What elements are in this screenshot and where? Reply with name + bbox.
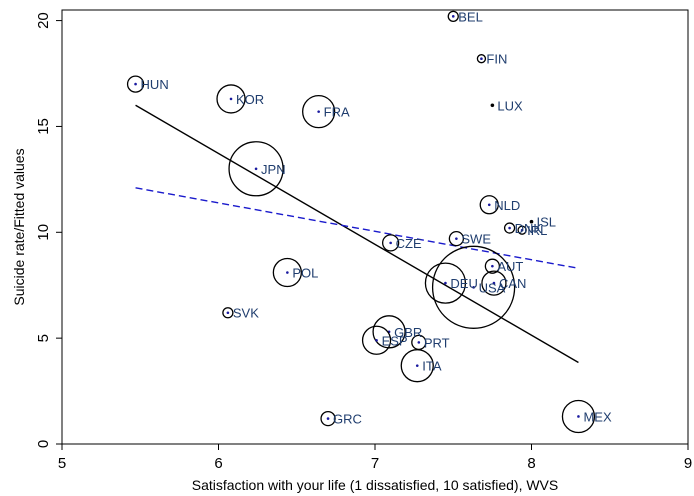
bubble-fra [302,94,336,129]
point-irl [520,228,524,232]
label-dnk: DNK [515,221,543,236]
bubble-nld [479,195,499,215]
point-deu [444,281,447,285]
bubble-bel [447,10,459,23]
bubble-aut [484,258,501,274]
bubble-kor [216,84,246,114]
label-deu: DEU [450,276,477,291]
bubble-mex [561,399,596,434]
bubble-svk [222,307,234,319]
label-mex: MEX [583,409,612,424]
point-grc [326,417,330,420]
label-isl: ISL [537,215,557,230]
label-bel: BEL [458,9,483,24]
x-tick-label: 7 [371,455,379,472]
bubble-grc [320,410,336,427]
y-tick-label: 15 [35,118,52,135]
label-grc: GRC [333,412,362,427]
label-ita: ITA [422,359,442,374]
label-prt: PRT [424,335,450,350]
label-cze: CZE [396,236,422,251]
bubble-cze [381,234,400,252]
point-ita [415,364,419,367]
bubble-jpn [228,141,284,197]
fit-lines [135,104,579,364]
x-tick-label: 6 [214,455,222,472]
unweighted-fit-line [135,187,579,269]
label-irl: IRL [527,223,547,238]
label-fra: FRA [324,105,350,120]
x-tick-label: 9 [684,455,692,472]
y-tick-label: 20 [35,12,52,29]
bubbles [126,10,596,434]
point-hun [134,82,137,86]
point-prt [417,341,421,344]
bubble-dnk [503,222,516,234]
bubble-fin [476,54,487,64]
point-isl [529,219,534,224]
point-bel [451,15,455,18]
weighted-fit-line [135,104,579,364]
point-cze [389,241,392,245]
label-esp: ESP [382,333,408,348]
label-pol: POL [292,266,318,281]
label-kor: KOR [236,92,264,107]
bubble-esp [361,325,392,355]
point-aut [491,264,494,268]
label-lux: LUX [497,98,523,113]
point-can [492,281,496,285]
point-svk [226,311,230,315]
y-tick-label: 5 [35,334,52,342]
bubble-hun [126,75,145,93]
point-fra [317,110,320,113]
bubble-irl [517,225,527,235]
bubble-swe [448,230,465,247]
x-tick-label: 5 [58,455,66,472]
point-nld [487,203,491,207]
label-swe: SWE [461,232,491,247]
x-tick-label: 8 [527,455,535,472]
y-tick-label: 10 [35,224,52,241]
y-axis-title: Suicide rate/Fitted values [11,148,27,305]
label-can: CAN [499,276,526,291]
bubble-can [481,270,507,296]
bubble-ita [400,349,434,383]
y-tick-label: 0 [35,440,52,448]
label-svk: SVK [233,306,259,321]
point-jpn [254,167,258,171]
point-pol [286,271,289,274]
point-lux [490,103,495,108]
x-axis-title: Satisfaction with your life (1 dissatisf… [192,477,558,493]
point-kor [229,97,233,101]
label-fin: FIN [486,52,507,67]
point-usa [472,286,475,289]
label-jpn: JPN [261,162,286,177]
point-dnk [508,226,511,230]
label-gbr: GBR [394,325,422,340]
bubble-deu [424,262,467,304]
point-fin [480,57,483,60]
label-usa: USA [479,280,506,295]
bubble-pol [272,257,303,288]
point-esp [375,338,378,342]
bubble-usa [431,245,516,329]
point-mex [577,415,580,418]
label-nld: NLD [494,198,520,213]
label-aut: AUT [497,259,523,274]
label-hun: HUN [141,77,169,92]
point-swe [455,237,458,240]
